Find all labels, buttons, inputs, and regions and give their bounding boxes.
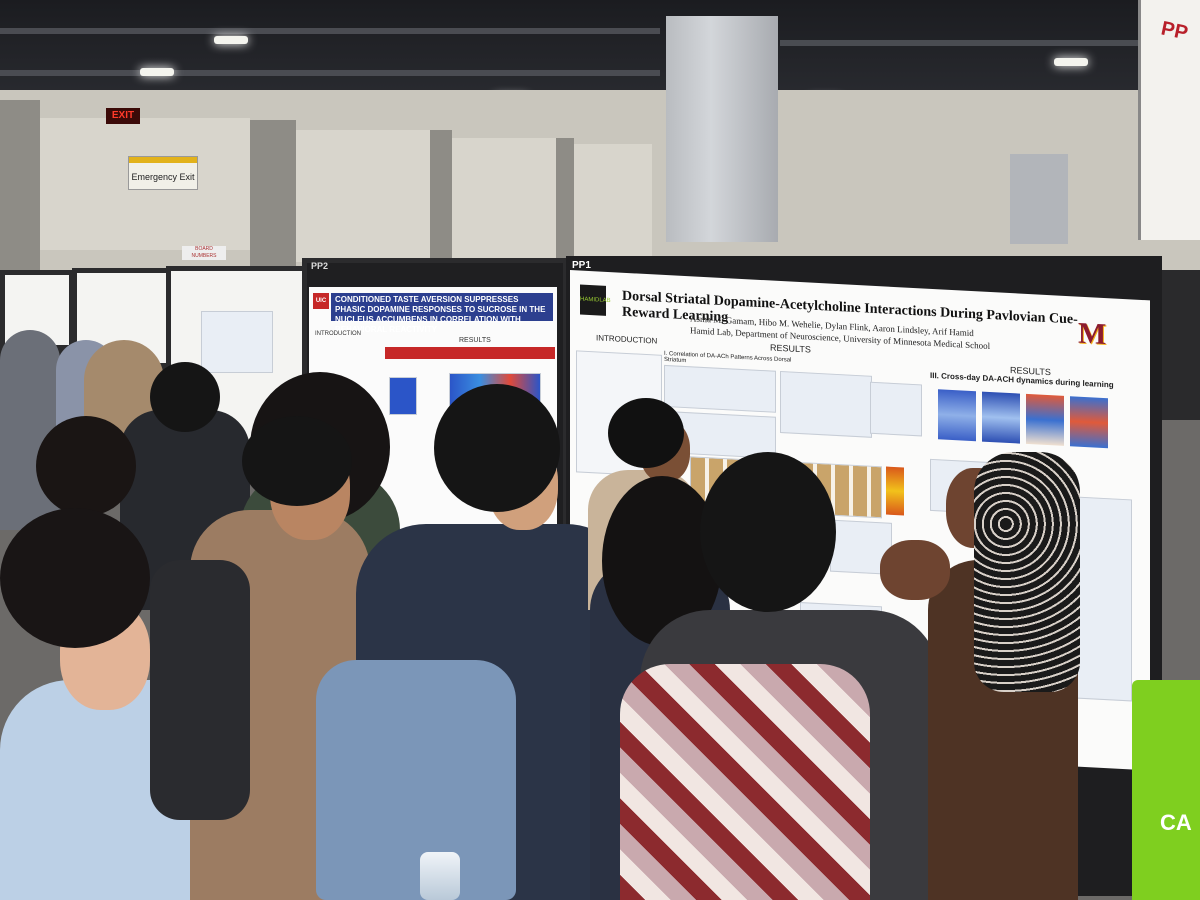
ceiling-light: [1054, 58, 1088, 66]
trace-figure: [664, 364, 776, 413]
heatmap-figure: [389, 377, 417, 415]
bin-label: CA: [1160, 810, 1192, 835]
results-banner: [385, 347, 555, 359]
support-column: [1010, 154, 1068, 244]
heatmap-figure: [1070, 396, 1108, 449]
attendee-head: [434, 384, 560, 512]
emergency-exit-sign: Emergency Exit: [128, 156, 198, 190]
ceiling-light: [214, 36, 248, 44]
back-wall: [0, 90, 1200, 276]
wall-pillar: [250, 120, 296, 270]
ceiling-beam: [780, 40, 1140, 46]
heatmap-figure: [982, 391, 1020, 444]
heatmap-figure: [1026, 393, 1064, 446]
board-number-sign: BOARD NUMBERS: [182, 246, 226, 260]
poster-figure: [201, 311, 273, 373]
attendee-head: [0, 508, 150, 648]
wall-pillar: [430, 130, 452, 270]
patterned-backpack: [620, 664, 870, 900]
uic-logo: UIC: [313, 293, 329, 309]
attendee-head: [36, 416, 136, 516]
poster-title: CONDITIONED TASTE AVERSION SUPPRESSES PH…: [331, 293, 553, 334]
attendee-head: [700, 452, 836, 612]
hijab: [608, 398, 684, 468]
trace-figure: [870, 381, 922, 437]
side-banner-text: PP: [1159, 17, 1190, 45]
support-column: [666, 16, 778, 242]
exit-sign: EXIT: [106, 108, 140, 124]
wall-pillar: [0, 100, 40, 270]
wall-panel: [574, 144, 652, 276]
backpack: [316, 660, 516, 900]
presenter-hand: [880, 540, 950, 600]
backpack: [150, 560, 250, 820]
heatmap-figure: [938, 389, 976, 442]
hamidlab-logo: HAMIDLAB: [580, 284, 611, 316]
attendee-head: [242, 416, 352, 506]
emergency-exit-label: Emergency Exit: [131, 172, 195, 182]
attendee-head: [150, 362, 220, 432]
section-heading: RESULTS: [770, 342, 811, 355]
colorbar-figure: [886, 466, 904, 516]
section-heading: RESULTS: [459, 337, 491, 344]
ceiling-beam: [0, 28, 660, 34]
water-bottle: [420, 852, 460, 900]
ceiling-light: [140, 68, 174, 76]
poster-board-label: PP1: [572, 260, 591, 271]
poster-board-label: PP2: [311, 261, 329, 271]
trace-figure: [780, 371, 872, 438]
wall-panel: [296, 130, 430, 262]
ceiling-beam: [0, 70, 660, 76]
university-of-minnesota-logo: M: [1078, 316, 1107, 352]
wall-panel: [452, 138, 556, 270]
section-heading: INTRODUCTION: [596, 333, 658, 346]
patterned-headscarf: [974, 452, 1080, 692]
side-banner: PP: [1138, 0, 1200, 240]
green-recycling-bin: CA: [1132, 680, 1200, 900]
wall-pillar: [556, 138, 574, 270]
section-heading: INTRODUCTION: [315, 331, 361, 337]
